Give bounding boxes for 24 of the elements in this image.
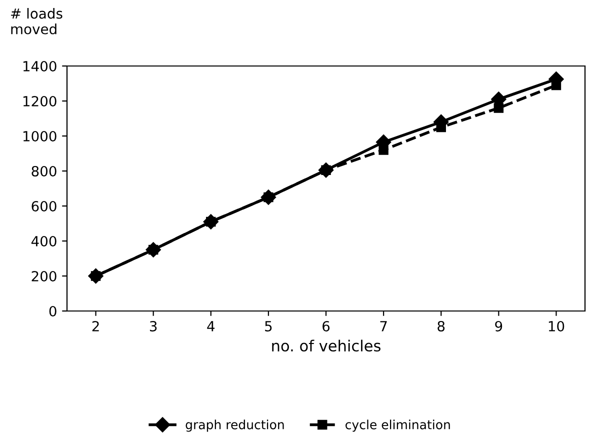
y-tick-label: 1200 — [23, 96, 56, 106]
point — [494, 103, 504, 113]
legend-label: cycle elimination — [346, 420, 450, 432]
x-tick-label: 4 — [207, 321, 215, 332]
x-tick-label: 5 — [265, 321, 272, 332]
point — [551, 80, 562, 90]
x-tick-label: 6 — [322, 320, 330, 332]
x-axis-title: no. of vehicles — [272, 340, 380, 352]
y-tick-label: 400 — [31, 236, 56, 246]
point — [378, 145, 388, 155]
y-axis-title: # loads moved — [11, 8, 62, 34]
legend-label: graph reduction — [186, 420, 284, 432]
x-tick-label: 8 — [438, 320, 445, 332]
x-tick-label: 7 — [380, 321, 387, 332]
y-tick-label: 1400 — [23, 60, 56, 72]
y-tick-label: 600 — [32, 200, 56, 212]
y-tick-label: 0 — [49, 306, 56, 316]
y-tick-label: 1000 — [23, 130, 56, 142]
y-tick-label: 200 — [32, 270, 56, 282]
x-tick-label: 3 — [150, 320, 157, 332]
x-tick-label: 2 — [92, 320, 99, 332]
x-tick-label: 9 — [495, 320, 502, 332]
y-tick-label: 800 — [32, 166, 56, 176]
x-tick-label: 10 — [548, 320, 564, 332]
